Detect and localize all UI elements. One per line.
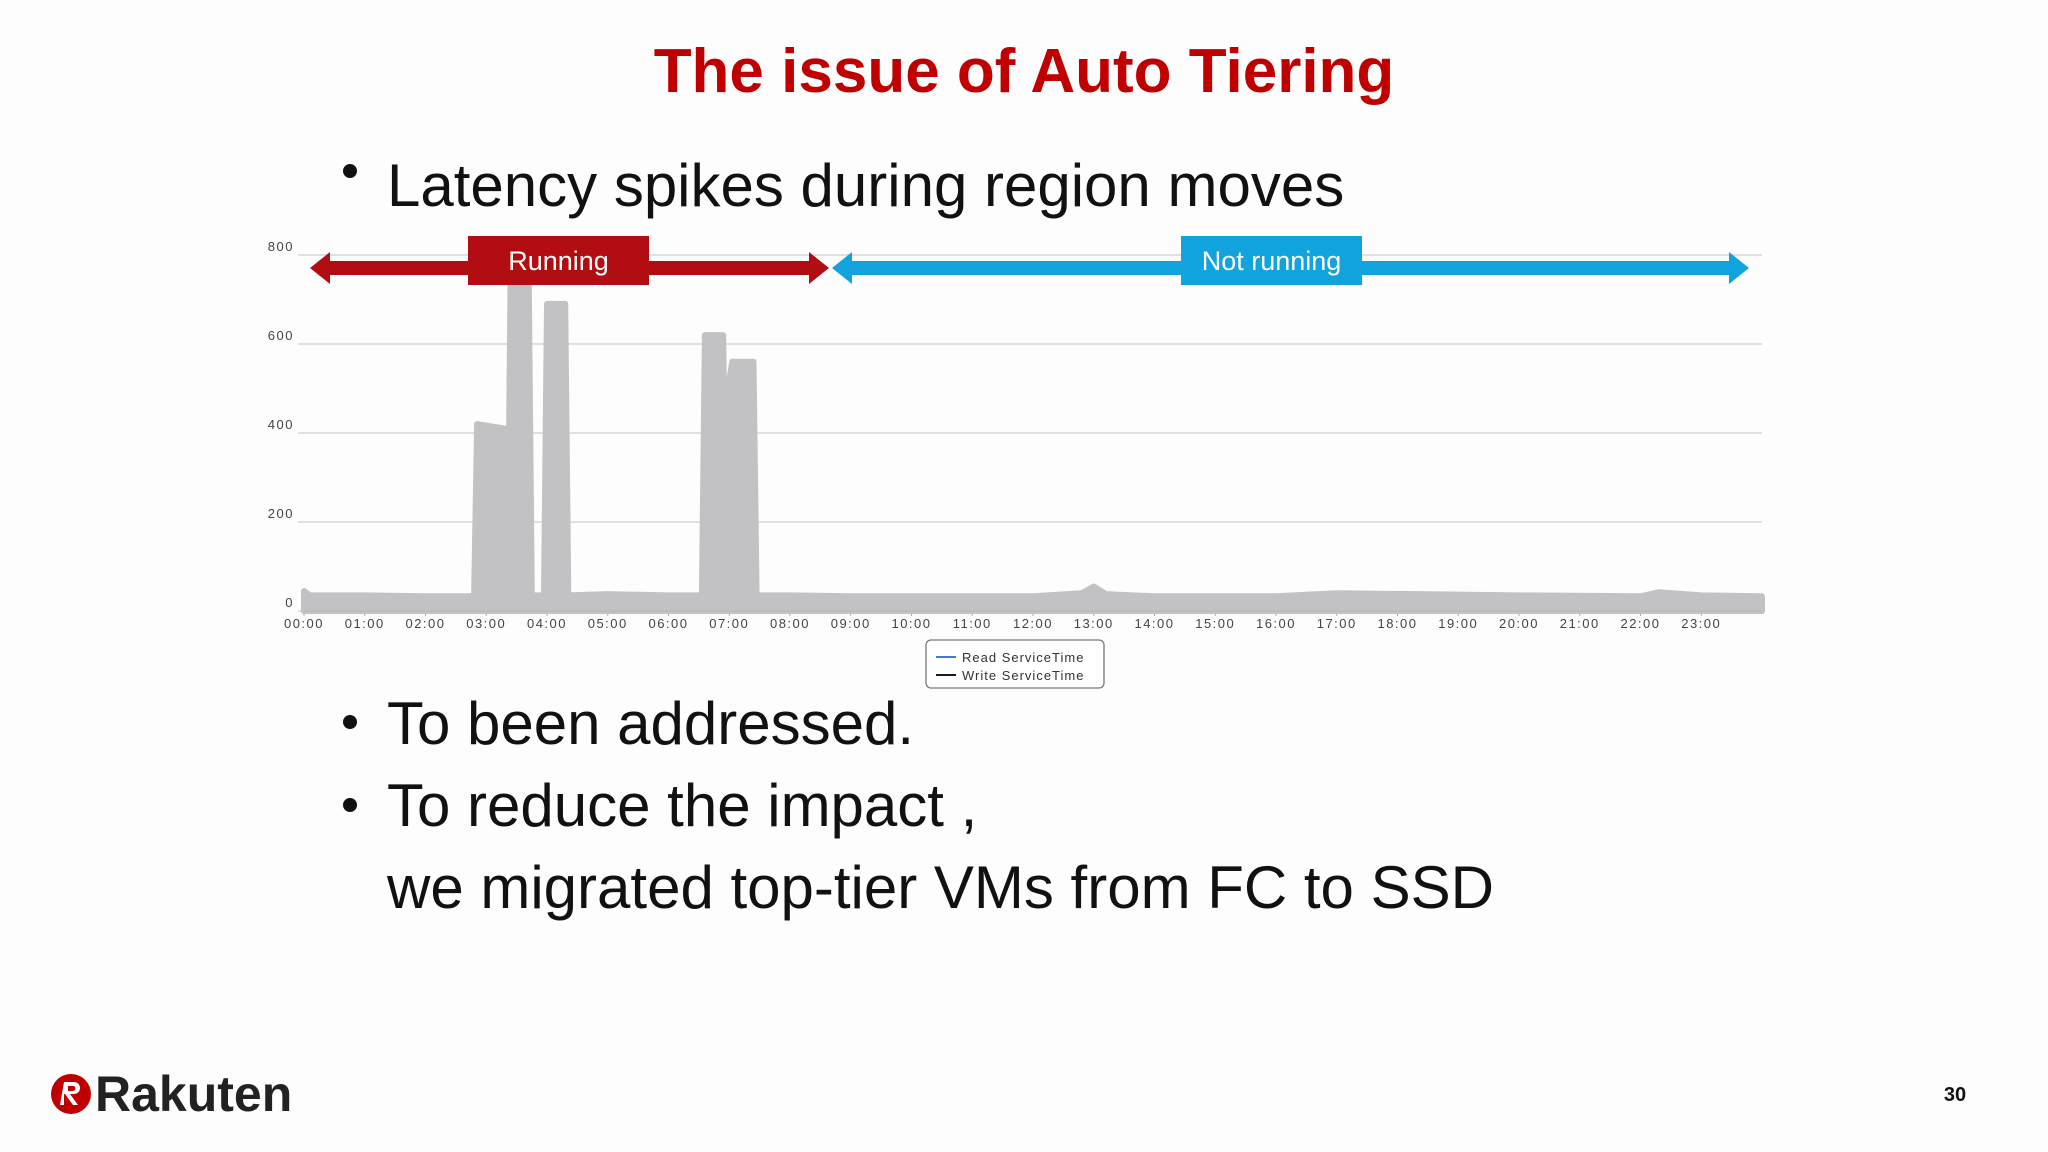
annotation-box — [468, 236, 649, 285]
x-tick-label: 07:00 — [709, 616, 749, 631]
x-tick-label: 23:00 — [1681, 616, 1721, 631]
annotation-label: Running — [508, 246, 609, 276]
y-tick-label: 0 — [285, 595, 294, 610]
x-tick-label: 22:00 — [1620, 616, 1660, 631]
x-tick-label: 05:00 — [588, 616, 628, 631]
y-tick-label: 600 — [268, 328, 294, 343]
x-tick-label: 15:00 — [1195, 616, 1235, 631]
annotation-box — [1181, 236, 1362, 285]
logo-letter — [60, 1082, 80, 1105]
area — [301, 283, 1765, 614]
page-number: 30 — [1944, 1084, 1966, 1106]
y-tick-label: 400 — [268, 417, 294, 432]
area — [301, 595, 1765, 614]
x-tick-label: 09:00 — [831, 616, 871, 631]
bullet-text: To reduce the impact , — [387, 772, 977, 839]
legend-box — [925, 639, 1105, 689]
y-tick-label: 200 — [268, 506, 294, 521]
x-tick-label: 02:00 — [405, 616, 445, 631]
logo: Rakuten — [51, 1066, 292, 1122]
x-tick-label: 00:00 — [284, 616, 324, 631]
bullet-dot — [343, 164, 357, 178]
chart: 0 200 400 600 800 00:00 01:00 02:00 03:00 04:00 05… — [268, 236, 1765, 689]
x-tick-label: 20:00 — [1499, 616, 1539, 631]
bullet-text: Latency spikes during region moves — [387, 152, 1344, 219]
x-tick-label: 13:00 — [1074, 616, 1114, 631]
legend-label: Write ServiceTime — [962, 668, 1084, 683]
annotation-label: Not running — [1202, 246, 1342, 276]
x-tick-label: 06:00 — [648, 616, 688, 631]
x-tick-label: 18:00 — [1377, 616, 1417, 631]
x-tick-label: 03:00 — [466, 616, 506, 631]
bullet-text: we migrated top-tier VMs from FC to SSD — [386, 854, 1494, 921]
slide-title: The issue of Auto Tiering — [654, 37, 1395, 106]
bullet-dot — [343, 798, 357, 812]
x-tick-label: 10:00 — [891, 616, 931, 631]
x-tick-label: 21:00 — [1560, 616, 1600, 631]
x-tick-label: 04:00 — [527, 616, 567, 631]
x-tick-label: 19:00 — [1438, 616, 1478, 631]
bullet-dot — [343, 715, 357, 729]
bullet-text: To been addressed. — [387, 690, 914, 757]
x-tick-label: 08:00 — [770, 616, 810, 631]
legend-label: Read ServiceTime — [962, 650, 1084, 665]
logo-text: Rakuten — [95, 1066, 292, 1122]
x-tick-label: 01:00 — [345, 616, 385, 631]
x-tick-label: 14:00 — [1134, 616, 1174, 631]
x-tick-label: 12:00 — [1013, 616, 1053, 631]
x-tick-label: 11:00 — [953, 616, 992, 631]
x-tick-label: 17:00 — [1317, 616, 1357, 631]
x-tick-label: 16:00 — [1256, 616, 1296, 631]
y-tick-label: 800 — [268, 239, 294, 254]
